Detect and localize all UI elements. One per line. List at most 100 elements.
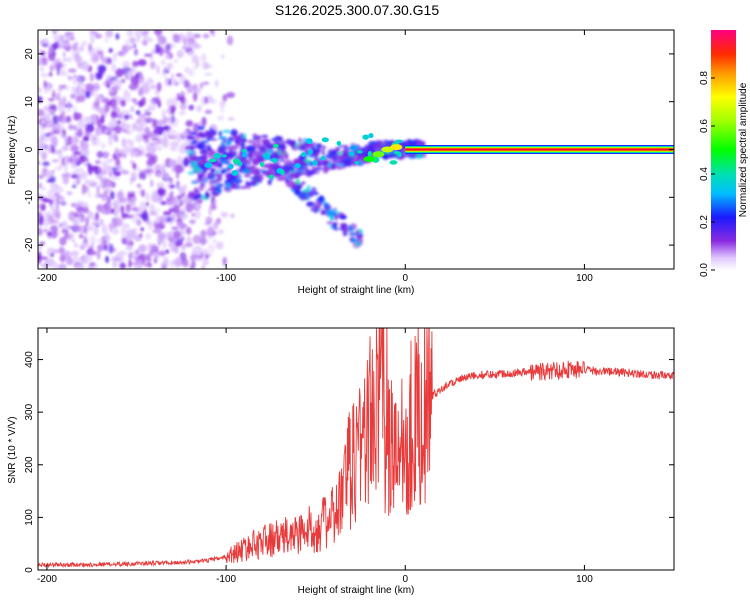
x-tick-label: 100 — [576, 273, 593, 284]
signal-blob — [415, 152, 425, 159]
noise-blob — [38, 86, 42, 94]
signal-blob — [312, 191, 319, 196]
noise-blob — [138, 100, 144, 108]
noise-blob — [168, 116, 173, 124]
noise-blob — [202, 33, 210, 39]
noise-blob — [146, 253, 152, 263]
noise-blob — [145, 201, 150, 207]
noise-blob — [74, 225, 81, 232]
noise-blob — [40, 263, 49, 268]
x-tick-label: -200 — [37, 273, 57, 284]
carrier-approach — [381, 146, 394, 153]
noise-blob — [61, 145, 69, 151]
noise-blob — [67, 68, 77, 73]
noise-blob — [169, 236, 176, 243]
signal-blob — [294, 189, 302, 196]
noise-blob — [120, 99, 126, 107]
noise-blob — [121, 200, 127, 205]
signal-blob — [326, 221, 334, 225]
noise-blob — [45, 170, 52, 178]
noise-blob — [109, 190, 115, 200]
noise-blob — [48, 133, 56, 140]
signal-core — [204, 162, 213, 169]
noise-blob — [201, 116, 207, 127]
noise-blob — [136, 124, 144, 133]
carrier-approach — [390, 144, 403, 151]
signal-core — [306, 138, 313, 145]
signal-blob — [327, 159, 333, 164]
noise-blob — [222, 256, 227, 267]
noise-blob — [52, 115, 59, 125]
noise-blob — [82, 185, 90, 193]
noise-blob — [67, 105, 71, 113]
noise-blob — [156, 82, 162, 92]
noise-blob — [108, 137, 113, 146]
noise-blob — [200, 229, 207, 238]
noise-blob — [71, 250, 79, 257]
signal-core — [368, 133, 374, 139]
noise-blob — [171, 129, 177, 137]
noise-blob — [135, 110, 141, 116]
signal-blob — [259, 147, 267, 153]
noise-blob — [102, 151, 109, 159]
noise-blob — [85, 225, 90, 233]
noise-blob — [220, 211, 229, 218]
noise-blob — [114, 52, 119, 57]
noise-blob — [171, 226, 179, 230]
noise-blob — [145, 153, 154, 158]
carrier-approach — [372, 151, 385, 158]
snr-frame — [37, 327, 675, 571]
noise-blob — [68, 124, 74, 131]
noise-blob — [176, 218, 182, 222]
noise-blob — [62, 73, 70, 76]
noise-blob — [57, 263, 67, 269]
noise-blob — [170, 198, 177, 205]
noise-blob — [92, 138, 101, 147]
noise-blob — [93, 54, 100, 63]
signal-core — [259, 162, 265, 167]
noise-blob — [106, 164, 111, 172]
signal-blob — [331, 150, 337, 155]
noise-blob — [132, 122, 138, 131]
noise-blob — [181, 197, 186, 206]
noise-blob — [64, 172, 71, 178]
noise-blob — [127, 193, 136, 198]
noise-blob — [74, 265, 84, 269]
signal-core — [208, 158, 217, 163]
noise-blob — [79, 154, 87, 160]
noise-blob — [109, 76, 118, 81]
noise-blob — [64, 31, 72, 36]
signal-blob — [218, 144, 223, 151]
noise-blob — [156, 64, 160, 75]
noise-blob — [131, 207, 139, 212]
signal-blob — [314, 200, 322, 208]
noise-blob — [122, 94, 131, 103]
noise-blob — [54, 92, 62, 96]
noise-blob — [136, 183, 142, 188]
signal-blob — [252, 175, 261, 182]
y-tick-label: 10 — [24, 96, 35, 108]
snr-x-label: Height of straight line (km) — [298, 585, 415, 596]
noise-blob — [222, 94, 228, 102]
signal-blob — [252, 142, 256, 146]
noise-blob — [82, 207, 89, 214]
signal-blob — [214, 189, 222, 194]
noise-blob — [217, 229, 224, 235]
noise-blob — [82, 255, 89, 265]
signal-blob — [387, 152, 396, 159]
signal-blob — [339, 144, 346, 148]
signal-blob — [315, 166, 323, 171]
noise-blob — [204, 96, 208, 104]
noise-blob — [212, 99, 217, 104]
noise-blob — [89, 236, 96, 241]
x-tick-label: -100 — [216, 273, 236, 284]
noise-blob — [99, 50, 104, 61]
noise-blob — [51, 138, 58, 148]
noise-blob — [101, 143, 106, 149]
signal-core — [268, 174, 274, 179]
noise-blob — [165, 76, 169, 87]
noise-blob — [106, 101, 113, 106]
signal-blob — [356, 237, 364, 244]
noise-blob — [178, 32, 185, 43]
signal-blob — [298, 172, 308, 175]
